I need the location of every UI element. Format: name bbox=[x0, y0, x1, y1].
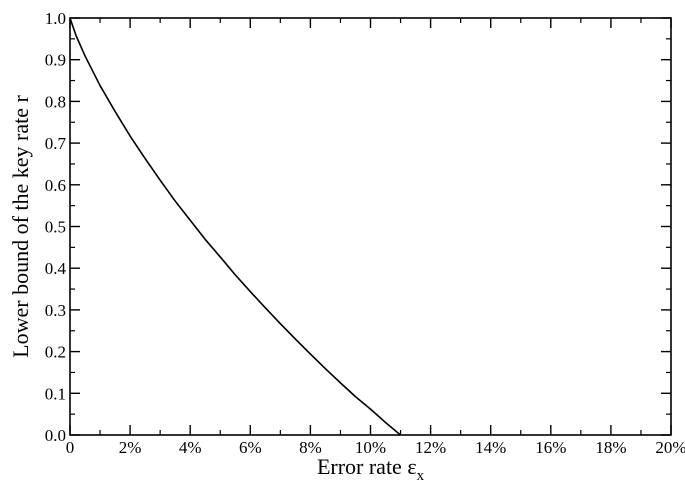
x-axis-title-main: Error rate ε bbox=[317, 454, 417, 479]
y-tick-label: 0.4 bbox=[45, 259, 67, 278]
x-tick-label: 10% bbox=[355, 438, 386, 457]
y-tick-label: 0.5 bbox=[45, 218, 66, 237]
y-tick-label: 0.0 bbox=[45, 426, 66, 445]
x-tick-label: 16% bbox=[535, 438, 566, 457]
x-tick-label: 14% bbox=[475, 438, 506, 457]
y-tick-label: 0.2 bbox=[45, 343, 66, 362]
x-tick-label: 20% bbox=[655, 438, 685, 457]
plot-frame bbox=[69, 17, 672, 436]
y-tick-label: 1.0 bbox=[45, 9, 66, 28]
x-tick-label: 8% bbox=[299, 438, 322, 457]
x-tick-label: 2% bbox=[119, 438, 142, 457]
x-tick-label: 12% bbox=[415, 438, 446, 457]
y-tick-label: 0.1 bbox=[45, 384, 66, 403]
x-axis-title-subscript: x bbox=[417, 468, 425, 484]
minor-ticks bbox=[70, 18, 671, 435]
x-tick-labels: 0 2% 4% 6% 8% 10% 12% 14% 16% 18% 20% bbox=[66, 438, 685, 457]
y-tick-labels: 0.0 0.1 0.2 0.3 0.4 0.5 0.6 0.7 0.8 0.9 1.0 bbox=[45, 9, 67, 445]
y-tick-label: 0.3 bbox=[45, 301, 66, 320]
y-tick-label: 0.8 bbox=[45, 92, 66, 111]
x-tick-label: 4% bbox=[179, 438, 202, 457]
major-ticks bbox=[69, 17, 672, 436]
series-layer bbox=[69, 17, 402, 436]
y-tick-label: 0.6 bbox=[45, 176, 66, 195]
y-tick-label: 0.9 bbox=[45, 51, 66, 70]
y-axis-title: Lower bound of the key rate r bbox=[8, 94, 33, 357]
x-tick-label: 6% bbox=[239, 438, 262, 457]
x-tick-label: 0 bbox=[66, 438, 75, 457]
x-axis-title: Error rate εx bbox=[317, 454, 425, 484]
y-tick-label: 0.7 bbox=[45, 134, 67, 153]
x-tick-label: 18% bbox=[595, 438, 626, 457]
series-line bbox=[69, 17, 402, 436]
